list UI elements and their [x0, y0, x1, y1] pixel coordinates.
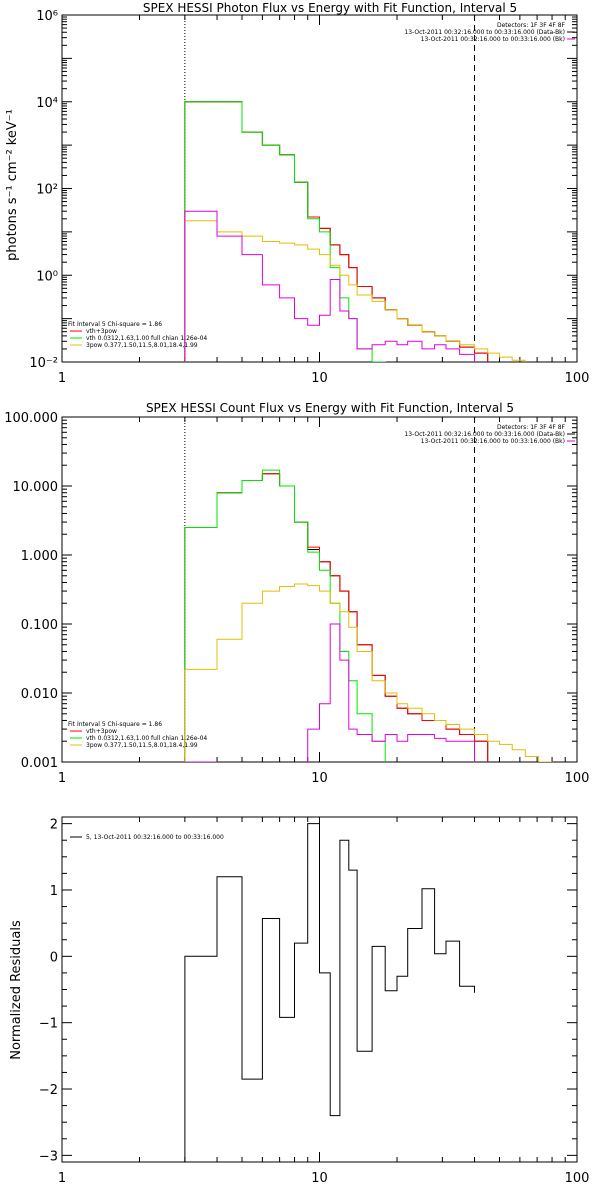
count-series-2-line [184, 469, 386, 762]
residuals-y-tick-label: −2 [39, 1083, 58, 1098]
count-legend-entry: 3pow 0.377,1.50,11.5,8.01,18.4,1.99 [86, 742, 198, 749]
residuals-y-axis-label: Normalized Residuals [9, 920, 24, 1060]
count-series-4-line [184, 623, 475, 762]
photon-header-line: Detectors: 1F 3F 4F 8F [497, 22, 566, 29]
photon-series-2-line [184, 101, 386, 362]
photon-x-tick-label: 1 [58, 371, 66, 386]
residuals-y-tick-label: −1 [39, 1017, 58, 1032]
photon-legend-entry: 3pow 0.377,1.50,11.5,8.01,18.4,1.99 [86, 342, 198, 349]
photon-y-tick-label: 10⁻² [29, 356, 58, 371]
count-y-tick-label: 1.000 [21, 549, 58, 564]
count-y-tick-label: 0.010 [21, 687, 58, 702]
photon-series-0-line [184, 101, 489, 362]
count-series-1-line [184, 473, 489, 762]
photon-legend-entry: Fit Interval 5 Chi-square = 1.86 [68, 321, 162, 328]
photon-chart-title: SPEX HESSI Photon Flux vs Energy with Fi… [143, 1, 517, 15]
photon-series-3-line [184, 220, 526, 362]
count-flux-panel: SPEX HESSI Count Flux vs Energy with Fit… [4, 401, 589, 786]
photon-plot-frame [61, 14, 578, 363]
residuals-series-0-line [184, 823, 475, 1162]
count-y-tick-label: 10.000 [13, 480, 59, 495]
residuals-y-tick-label: −3 [39, 1149, 58, 1164]
count-legend-entry: Fit Interval 5 Chi-square = 1.86 [68, 721, 162, 728]
count-header-line: Detectors: 1F 3F 4F 8F [497, 424, 566, 431]
residuals-x-tick-label: 100 [565, 1171, 590, 1186]
photon-legend-entry: vth 0.0312,1.63,1.00 full chian 1.26e-04 [86, 335, 207, 342]
count-series-3-line [184, 583, 553, 762]
count-chart-title: SPEX HESSI Count Flux vs Energy with Fit… [146, 401, 514, 415]
count-legend-entry: vth+3pow [86, 728, 117, 735]
photon-series-4-line [184, 210, 475, 362]
residuals-panel: Normalized Residuals 1 10 100 −3 −2 −1 0 1 2 5, 1… [9, 816, 590, 1186]
count-x-tick-label: 10 [311, 771, 328, 786]
count-header-line: 13-Oct-2011 00:32:16.000 to 00:33:16.000… [421, 438, 565, 445]
photon-y-tick-label: 10⁴ [36, 96, 58, 111]
residuals-y-tick-label: 2 [50, 818, 58, 833]
photon-flux-panel: SPEX HESSI Photon Flux vs Energy with Fi… [5, 1, 589, 386]
photon-x-tick-label: 10 [311, 371, 328, 386]
residuals-y-tick-label: 1 [50, 884, 58, 899]
count-x-tick-label: 1 [58, 771, 66, 786]
count-y-tick-label: 100.000 [4, 411, 58, 426]
photon-x-tick-label: 100 [565, 371, 590, 386]
count-legend-entry: vth 0.0312,1.63,1.00 full chian 1.26e-04 [86, 735, 207, 742]
residuals-x-tick-label: 1 [58, 1171, 66, 1186]
residuals-y-tick-label: 0 [50, 950, 58, 965]
photon-legend-entry: vth+3pow [86, 328, 117, 335]
count-y-tick-label: 0.100 [21, 618, 58, 633]
photon-header-line: 13-Oct-2011 00:32:16.000 to 00:33:16.000… [421, 36, 565, 43]
photon-y-tick-label: 10⁶ [36, 9, 58, 24]
photon-y-tick-label: 10⁰ [36, 269, 58, 284]
count-header-line: 13-Oct-2011 00:32:16.000 to 00:33:16.000… [404, 431, 565, 438]
photon-series-1-line [184, 101, 489, 362]
photon-header-line: 13-Oct-2011 00:32:16.000 to 00:33:16.000… [404, 29, 565, 36]
count-series-0-line [184, 473, 489, 762]
photon-y-axis-label: photons s⁻¹ cm⁻² keV⁻¹ [5, 109, 20, 261]
count-y-tick-label: 0.001 [21, 756, 58, 771]
residuals-x-tick-label: 10 [311, 1171, 328, 1186]
residuals-legend-entry: 5, 13-Oct-2011 00:32:16.000 to 00:33:16.… [86, 834, 224, 841]
photon-y-tick-label: 10² [36, 183, 58, 198]
count-x-tick-label: 100 [565, 771, 590, 786]
